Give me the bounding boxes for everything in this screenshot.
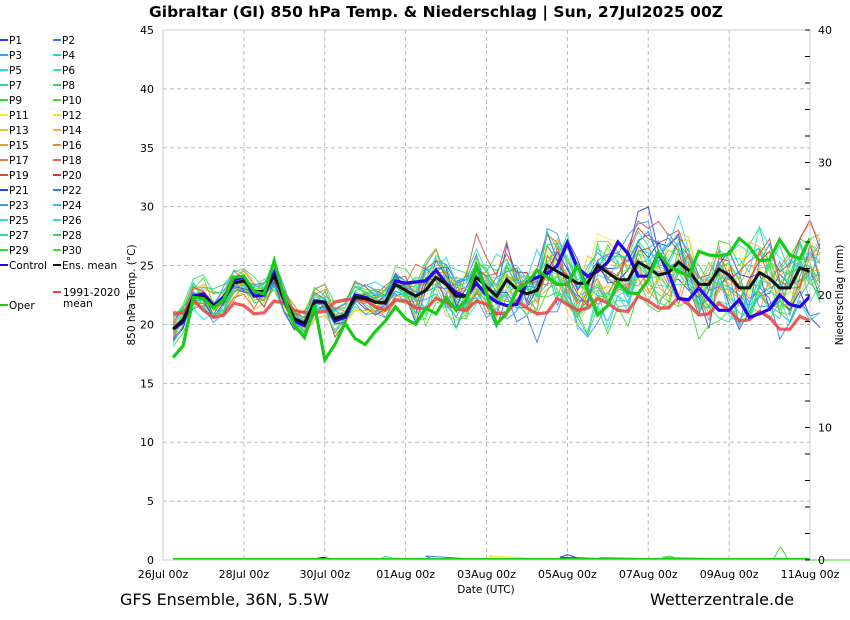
legend-label: P1 <box>9 35 22 47</box>
y2-axis-label: Niederschlag (mm) <box>834 245 846 346</box>
x-tick-label: 03Aug 00z <box>457 568 516 581</box>
legend-label: P2 <box>62 35 75 47</box>
legend-label: P14 <box>62 125 82 137</box>
legend-label: P20 <box>62 170 82 182</box>
legend-label: P27 <box>9 230 29 242</box>
legend-label: P29 <box>9 245 29 257</box>
legend-label: P23 <box>9 200 29 212</box>
legend-label: P15 <box>9 140 29 152</box>
x-tick-label: 07Aug 00z <box>619 568 678 581</box>
legend-label: Ens. mean <box>62 260 117 272</box>
precipitation-lines <box>173 545 850 561</box>
y-tick-label: 35 <box>140 142 154 155</box>
y-tick-label: 10 <box>140 436 154 449</box>
legend-label: P17 <box>9 155 29 167</box>
y2-tick-label: 30 <box>818 157 832 170</box>
legend-label: P28 <box>62 230 82 242</box>
legend-label: P7 <box>9 80 22 92</box>
legend-label: P24 <box>62 200 82 212</box>
y-tick-label: 15 <box>140 377 154 390</box>
legend-label: Control <box>9 260 47 272</box>
x-tick-label: 11Aug 00z <box>781 568 840 581</box>
x-tick-label: 26Jul 00z <box>138 568 189 581</box>
legend-label: P21 <box>9 185 29 197</box>
legend-label: P6 <box>62 65 75 77</box>
legend-label-climatology-2: mean <box>63 298 93 310</box>
legend-label: P3 <box>9 50 22 62</box>
y-tick-label: 40 <box>140 83 154 96</box>
legend-label-climatology: 1991-2020 <box>63 287 120 299</box>
legend-label: P18 <box>62 155 82 167</box>
y2-tick-label: 40 <box>818 24 832 37</box>
legend-label-oper: Oper <box>9 300 35 312</box>
legend-label: P19 <box>9 170 29 182</box>
x-tick-label: 30Jul 00z <box>299 568 350 581</box>
footer-model-info: GFS Ensemble, 36N, 5.5W <box>120 590 329 609</box>
legend-label: P8 <box>62 80 75 92</box>
y-axis-label: 850 hPa Temp. (°C) <box>126 244 138 345</box>
footer-source: Wetterzentrale.de <box>650 590 794 609</box>
y-tick-label: 20 <box>140 318 154 331</box>
y2-tick-label: 20 <box>818 289 832 302</box>
x-tick-label: 28Jul 00z <box>219 568 270 581</box>
x-tick-label: 05Aug 00z <box>538 568 597 581</box>
x-tick-label: 09Aug 00z <box>700 568 759 581</box>
y-tick-label: 30 <box>140 201 154 214</box>
legend-label: P10 <box>62 95 82 107</box>
y2-tick-label: 0 <box>818 554 825 567</box>
x-tick-label: 01Aug 00z <box>376 568 435 581</box>
y-tick-label: 0 <box>147 554 154 567</box>
legend-label: P4 <box>62 50 75 62</box>
y-axis-right: 0 10 20 30 40 <box>805 24 832 567</box>
y-axis-left: 0 5 10 15 20 25 30 35 40 45 <box>140 24 154 567</box>
legend-label: P26 <box>62 215 82 227</box>
series-line-ens-mean <box>172 259 811 331</box>
y-tick-label: 25 <box>140 260 154 273</box>
legend-label: P9 <box>9 95 22 107</box>
y-tick-label: 5 <box>147 495 154 508</box>
legend-label: P13 <box>9 125 29 137</box>
legend-label: P5 <box>9 65 22 77</box>
x-axis-label: Date (UTC) <box>457 584 514 596</box>
chart-title: Gibraltar (GI) 850 hPa Temp. & Niedersch… <box>149 3 723 22</box>
legend-label: P25 <box>9 215 29 227</box>
y2-tick-label: 10 <box>818 422 832 435</box>
legend-label: P30 <box>62 245 82 257</box>
legend-label: P16 <box>62 140 82 152</box>
grid <box>163 30 810 560</box>
y-tick-label: 45 <box>140 24 154 37</box>
series-line-oper <box>171 236 812 364</box>
legend-label: P11 <box>9 110 29 122</box>
legend-label: P22 <box>62 185 82 197</box>
legend-label: P12 <box>62 110 82 122</box>
legend: P1 P2 P3 P4 P5 P6 P7 P8 P9 P10 P11 P12 P13 P14 P15 P16 P… <box>0 35 120 312</box>
x-axis: 26Jul 00z 28Jul 00z 30Jul 00z 01Aug 00z 03Au… <box>138 568 840 581</box>
highlight-lines <box>171 236 812 364</box>
